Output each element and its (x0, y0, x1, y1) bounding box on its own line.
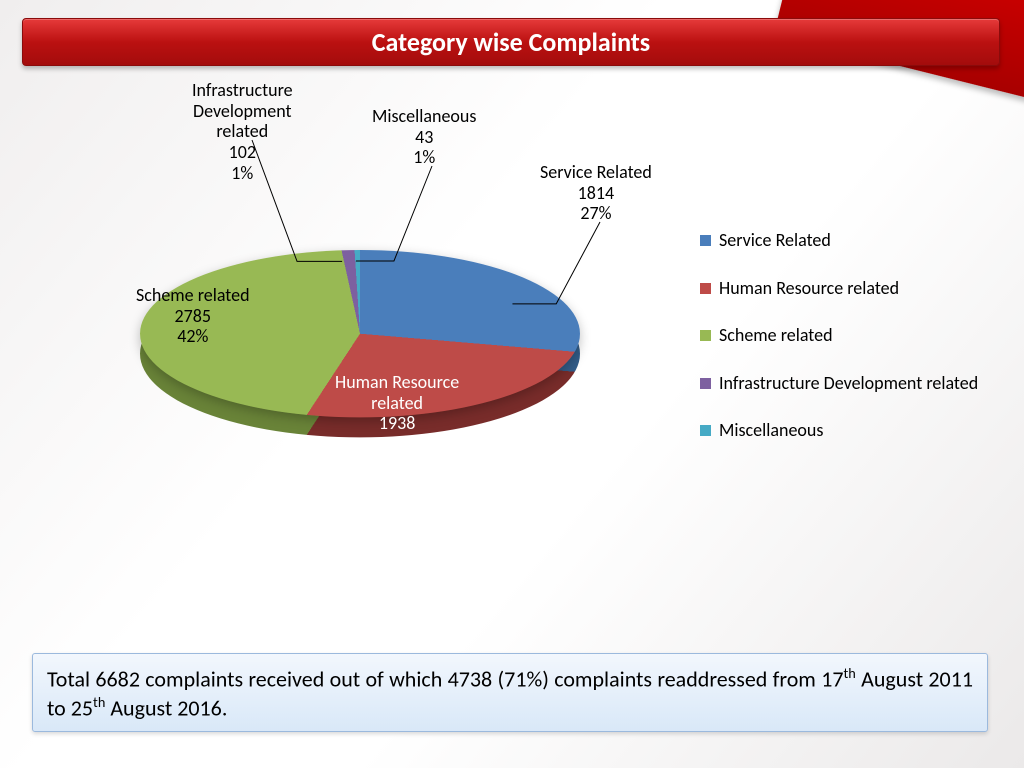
legend-swatch (700, 378, 711, 389)
legend-label: Miscellaneous (719, 420, 823, 442)
legend-item: Infrastructure Development related (700, 373, 1000, 395)
legend-swatch (700, 283, 711, 294)
legend-label: Service Related (719, 230, 831, 252)
legend-swatch (700, 330, 711, 341)
slice-label: Service Related181427% (540, 162, 652, 224)
legend-label: Scheme related (719, 325, 833, 347)
page-title: Category wise Complaints (22, 18, 1000, 66)
legend-item: Miscellaneous (700, 420, 1000, 442)
legend-item: Human Resource related (700, 278, 1000, 300)
footer-summary: Total 6682 complaints received out of wh… (32, 653, 988, 732)
legend-label: Human Resource related (719, 278, 899, 300)
slice-label: Miscellaneous431% (372, 106, 476, 168)
legend: Service Related Human Resource related Sch… (700, 230, 1000, 468)
slice-label: Scheme related278542% (136, 285, 250, 347)
slice-label: Human Resourcerelated193829% (335, 372, 459, 455)
legend-swatch (700, 425, 711, 436)
legend-item: Scheme related (700, 325, 1000, 347)
pie-chart: Service Related181427% Human Resourcerela… (50, 90, 690, 630)
slice-label: InfrastructureDevelopmentrelated1021% (192, 80, 293, 183)
legend-item: Service Related (700, 230, 1000, 252)
legend-swatch (700, 235, 711, 246)
legend-label: Infrastructure Development related (719, 373, 978, 395)
